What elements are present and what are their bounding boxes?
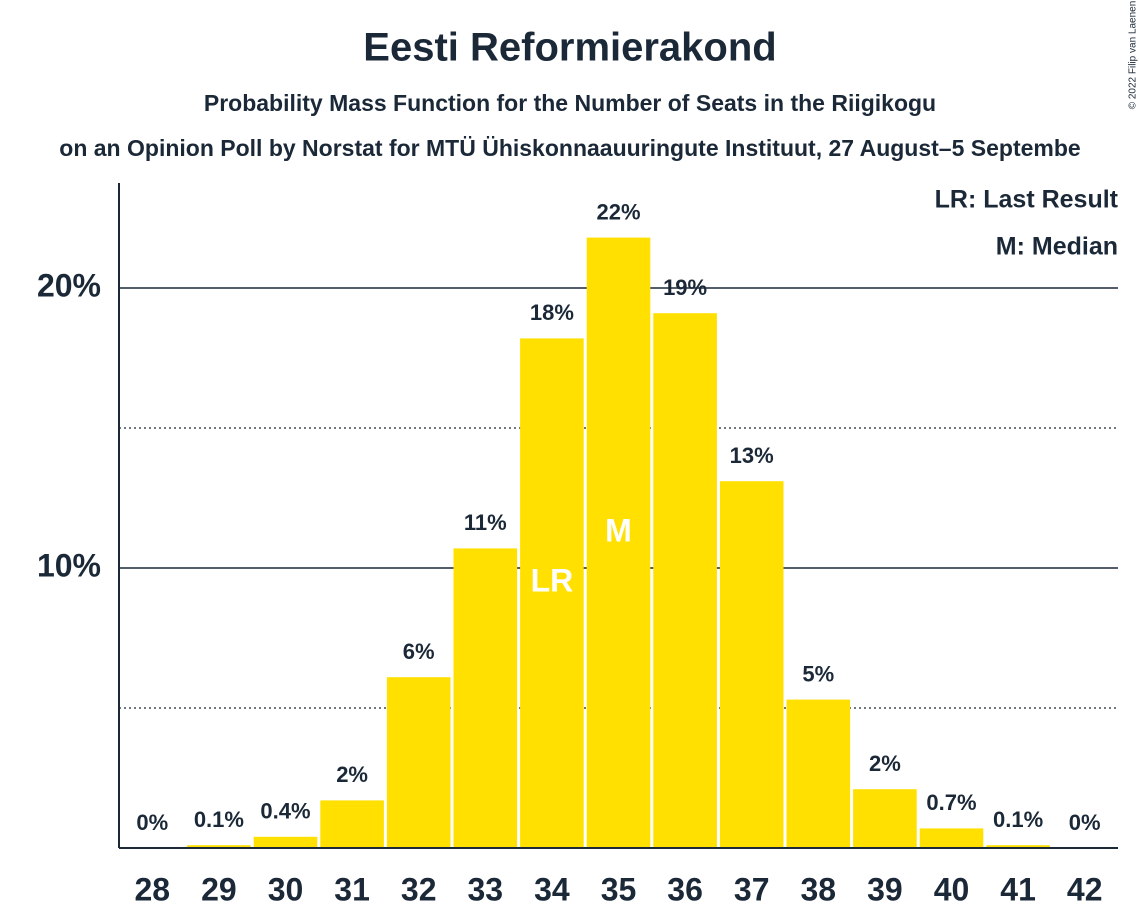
value-label: 19%: [663, 275, 707, 300]
x-tick-label: 34: [534, 871, 570, 907]
bar-annotation: M: [605, 512, 632, 548]
x-tick-label: 40: [934, 871, 970, 907]
x-tick-label: 30: [268, 871, 304, 907]
value-label: 2%: [336, 762, 368, 787]
bar: [586, 237, 651, 849]
x-tick-label: 38: [801, 871, 837, 907]
chart-title: Eesti Reformierakond: [363, 26, 776, 70]
bar: [187, 845, 251, 848]
x-tick-label: 42: [1067, 871, 1103, 907]
value-label: 0%: [136, 810, 168, 835]
legend-entry: M: Median: [996, 233, 1118, 261]
value-label: 5%: [802, 661, 834, 686]
x-tick-label: 36: [667, 871, 703, 907]
x-tick-label: 32: [401, 871, 437, 907]
x-tick-label: 33: [468, 871, 504, 907]
bar: [853, 789, 917, 848]
bar: [453, 548, 518, 848]
bar: [653, 313, 717, 848]
value-label: 0.7%: [926, 790, 976, 815]
value-label: 11%: [464, 510, 507, 535]
value-label: 13%: [730, 443, 774, 468]
chart-subtitle: Probability Mass Function for the Number…: [204, 90, 936, 116]
value-label: 22%: [596, 199, 640, 224]
value-label: 2%: [869, 751, 901, 776]
value-label: 0.1%: [993, 807, 1043, 832]
bar: [919, 828, 984, 848]
bar: [986, 845, 1050, 848]
x-tick-label: 37: [734, 871, 770, 907]
x-tick-label: 31: [334, 871, 370, 907]
value-label: 6%: [403, 639, 435, 664]
legend-entry: LR: Last Result: [935, 186, 1119, 214]
x-tick-label: 29: [201, 871, 237, 907]
value-label: 0.1%: [194, 807, 244, 832]
x-tick-label: 41: [1000, 871, 1036, 907]
y-tick-label: 20%: [37, 267, 101, 303]
x-tick-label: 35: [601, 871, 637, 907]
bar: [786, 699, 851, 848]
y-tick-label: 10%: [37, 547, 101, 583]
bar: [520, 338, 584, 848]
copyright: © 2022 Filip van Laenen: [1128, 1, 1139, 110]
bar: [719, 481, 784, 848]
bar: [320, 800, 384, 848]
x-tick-label: 39: [867, 871, 903, 907]
value-label: 18%: [530, 300, 574, 325]
value-label: 0.4%: [260, 799, 310, 824]
value-label: 0%: [1069, 810, 1101, 835]
chart-caption: on an Opinion Poll by Norstat for MTÜ Üh…: [59, 135, 1080, 161]
bar: [253, 836, 318, 848]
x-tick-label: 28: [135, 871, 171, 907]
bar-annotation: LR: [531, 563, 574, 599]
bar: [386, 677, 451, 848]
